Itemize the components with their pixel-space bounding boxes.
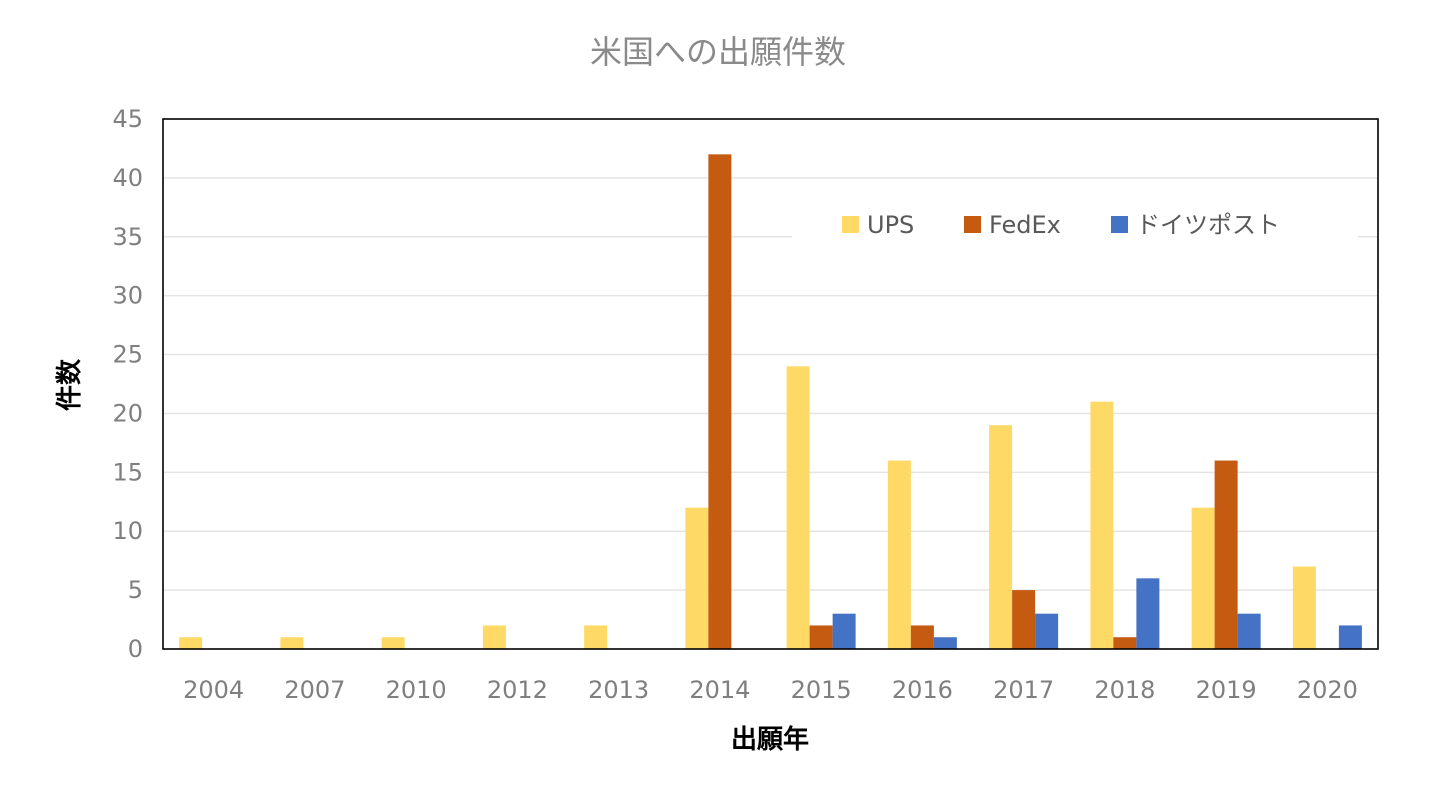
x-tick-label: 2014 <box>689 676 750 704</box>
x-tick-label: 2013 <box>588 676 649 704</box>
x-tick-label: 2016 <box>892 676 953 704</box>
bar-ups-2012 <box>482 625 506 649</box>
x-tick-label: 2019 <box>1196 676 1257 704</box>
legend-label: ドイツポスト <box>1136 211 1280 239</box>
legend-label: FedEx <box>989 211 1061 239</box>
legend-label: UPS <box>867 211 914 239</box>
y-tick-label: 35 <box>112 223 143 251</box>
y-tick-label: 25 <box>112 341 143 369</box>
bar-ups-2016 <box>887 460 911 649</box>
x-tick-label: 2015 <box>791 676 852 704</box>
x-tick-label: 2007 <box>284 676 345 704</box>
bar-ups-2007 <box>280 637 304 649</box>
x-tick-label: 2017 <box>993 676 1054 704</box>
y-tick-label: 5 <box>128 576 143 604</box>
bar-dhl-2018 <box>1136 578 1160 649</box>
legend-background <box>792 196 1358 256</box>
legend-swatch <box>1111 216 1128 233</box>
bars <box>179 154 1362 650</box>
x-tick-label: 2010 <box>386 676 447 704</box>
legend: UPS FedEx ドイツポスト <box>792 196 1358 256</box>
y-axis-ticks: 0 5 10 15 20 25 30 35 40 45 <box>112 105 143 663</box>
legend-swatch <box>842 216 859 233</box>
y-tick-label: 40 <box>112 164 143 192</box>
bar-fedex-2016 <box>910 625 934 649</box>
y-tick-label: 0 <box>128 635 143 663</box>
bar-ups-2018 <box>1090 401 1114 649</box>
bar-fedex-2014 <box>708 154 732 650</box>
x-tick-label: 2004 <box>183 676 244 704</box>
chart-title: 米国への出願件数 <box>590 33 846 71</box>
bar-dhl-2020 <box>1338 625 1362 649</box>
legend-swatch <box>964 216 981 233</box>
x-tick-label: 2018 <box>1094 676 1155 704</box>
bar-dhl-2015 <box>832 613 856 649</box>
x-axis-title: 出願年 <box>731 724 809 755</box>
x-axis-ticks: 2004 2007 2010 2012 2013 2014 2015 2016 2017 2018… <box>183 676 1358 704</box>
y-tick-label: 10 <box>112 517 143 545</box>
bar-dhl-2019 <box>1237 613 1261 649</box>
bar-ups-2015 <box>786 366 810 649</box>
bar-fedex-2018 <box>1113 637 1137 649</box>
bar-fedex-2019 <box>1214 460 1238 649</box>
y-tick-label: 30 <box>112 282 143 310</box>
bar-ups-2004 <box>179 637 203 649</box>
bar-ups-2010 <box>381 637 405 649</box>
y-tick-label: 45 <box>112 105 143 133</box>
bar-dhl-2017 <box>1035 613 1059 649</box>
bar-ups-2019 <box>1191 507 1215 649</box>
bar-fedex-2015 <box>809 625 833 649</box>
bar-ups-2014 <box>685 507 709 649</box>
bar-ups-2020 <box>1292 566 1316 649</box>
plot-area-border <box>162 118 1379 650</box>
bar-dhl-2016 <box>933 637 957 649</box>
y-tick-label: 15 <box>112 458 143 486</box>
y-axis-title: 件数 <box>55 358 85 411</box>
bar-ups-2013 <box>584 625 608 649</box>
bar-fedex-2017 <box>1012 590 1036 649</box>
x-tick-label: 2020 <box>1297 676 1358 704</box>
y-tick-label: 20 <box>112 399 143 427</box>
x-tick-label: 2012 <box>487 676 548 704</box>
bar-ups-2017 <box>989 425 1013 649</box>
